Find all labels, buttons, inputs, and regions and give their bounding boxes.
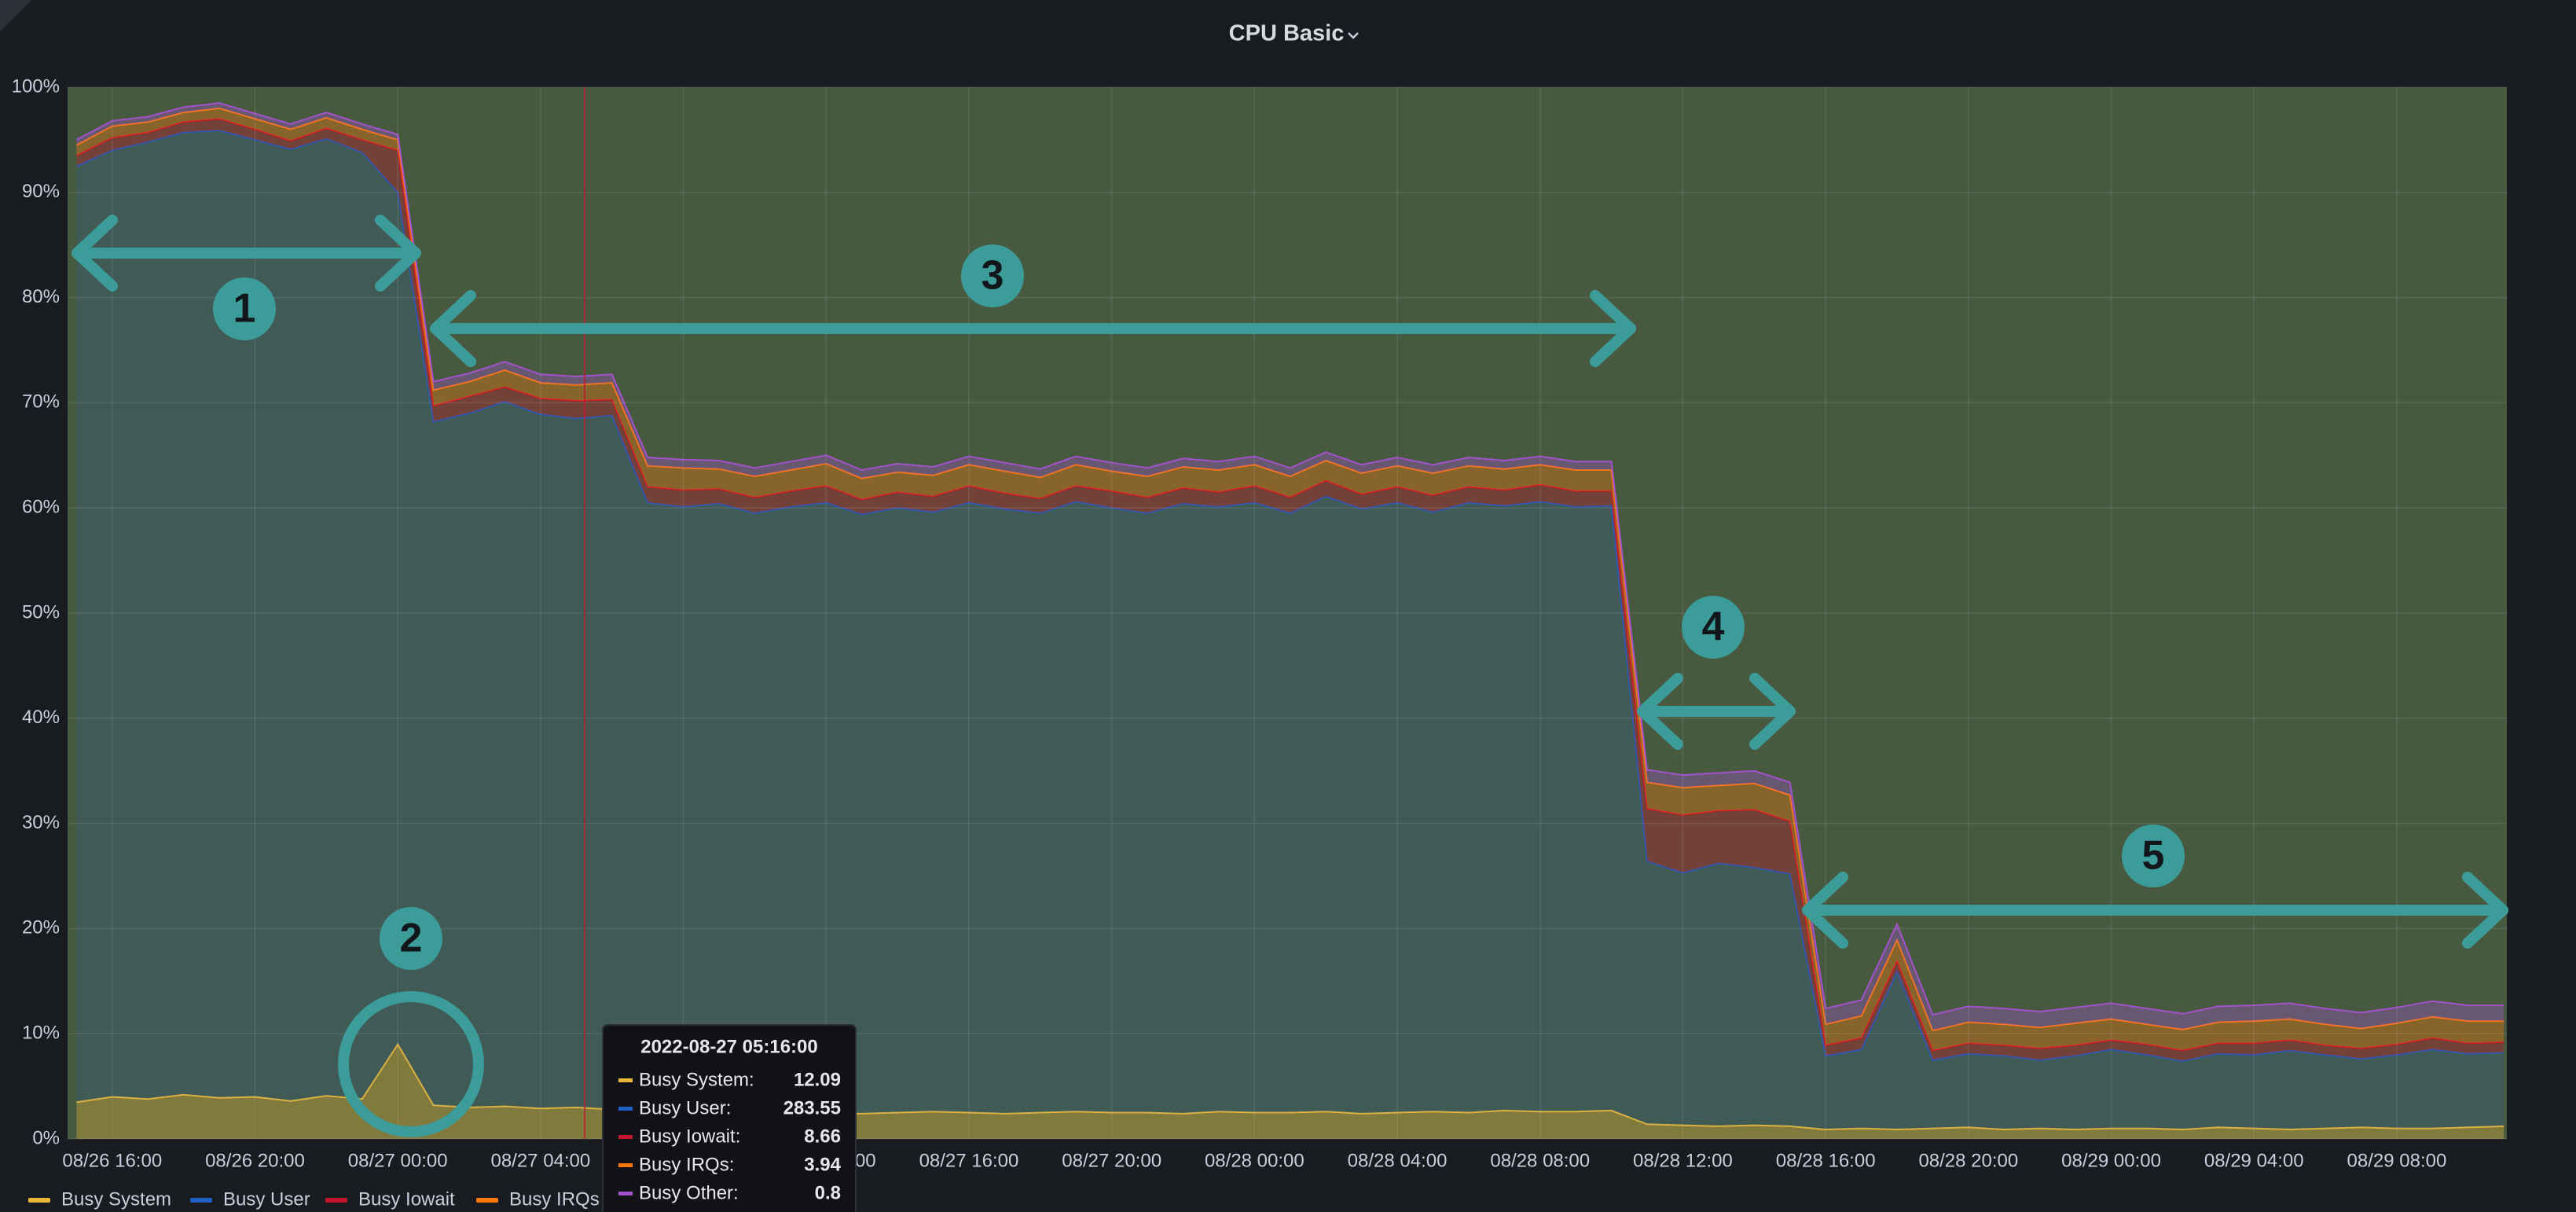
legend-label[interactable]: Busy IRQs xyxy=(509,1188,600,1210)
tooltip-row-value: 8.66 xyxy=(804,1126,841,1147)
y-tick-label: 90% xyxy=(22,181,60,202)
legend-swatch xyxy=(325,1198,347,1203)
annotation-label: 1 xyxy=(233,286,256,332)
y-tick-label: 30% xyxy=(22,812,60,833)
y-tick-label: 100% xyxy=(12,75,60,97)
annotation-label: 3 xyxy=(982,253,1004,299)
x-tick-label: 08/29 00:00 xyxy=(2061,1150,2161,1171)
tooltip-swatch xyxy=(618,1078,633,1082)
annotation-label: 4 xyxy=(1702,604,1725,650)
y-tick-label: 50% xyxy=(22,601,60,623)
tooltip-row-value: 12.09 xyxy=(794,1069,841,1090)
y-tick-label: 40% xyxy=(22,707,60,728)
legend-swatch xyxy=(190,1198,212,1203)
x-tick-label: 08/29 04:00 xyxy=(2204,1150,2304,1171)
tooltip-swatch xyxy=(618,1163,633,1167)
x-tick-label: 08/28 16:00 xyxy=(1776,1150,1876,1171)
x-tick-label: 08/28 04:00 xyxy=(1348,1150,1448,1171)
tooltip: 2022-08-27 05:16:00 Busy System: 12.09 Busy… xyxy=(603,1025,856,1212)
x-tick-label: 08/27 20:00 xyxy=(1062,1150,1161,1171)
y-tick-label: 60% xyxy=(22,497,60,518)
x-tick-label: 08/28 20:00 xyxy=(1918,1150,2018,1171)
legend-label[interactable]: Busy System xyxy=(61,1188,171,1210)
x-tick-label: 08/26 20:00 xyxy=(205,1150,305,1171)
tooltip-title: 2022-08-27 05:16:00 xyxy=(640,1036,818,1057)
tooltip-row-name: Busy Iowait: xyxy=(639,1126,740,1147)
annotation-label: 2 xyxy=(400,916,423,961)
x-tick-label: 08/28 12:00 xyxy=(1633,1150,1733,1171)
y-tick-label: 10% xyxy=(22,1023,60,1044)
panel-title[interactable]: CPU Basic xyxy=(1229,21,1345,46)
y-tick-label: 20% xyxy=(22,917,60,938)
legend-swatch xyxy=(28,1198,50,1203)
y-tick-label: 70% xyxy=(22,391,60,413)
annotation-label: 5 xyxy=(2142,833,2165,879)
y-tick-label: 80% xyxy=(22,286,60,307)
tooltip-row-name: Busy System: xyxy=(639,1069,754,1090)
x-tick-label: 08/27 04:00 xyxy=(490,1150,590,1171)
tooltip-row-value: 283.55 xyxy=(783,1097,841,1118)
x-tick-label: 08/28 08:00 xyxy=(1490,1150,1590,1171)
tooltip-row-name: Busy IRQs: xyxy=(639,1154,734,1175)
tooltip-row-value: 0.8 xyxy=(815,1182,841,1203)
x-tick-label: 08/29 08:00 xyxy=(2347,1150,2447,1171)
tooltip-row-value: 3.94 xyxy=(804,1154,841,1175)
legend-label[interactable]: Busy User xyxy=(223,1188,310,1210)
x-tick-label: 08/26 16:00 xyxy=(62,1150,162,1171)
legend-label[interactable]: Busy Iowait xyxy=(358,1188,455,1210)
y-tick-label: 0% xyxy=(32,1127,60,1148)
x-tick-label: 08/27 16:00 xyxy=(919,1150,1019,1171)
x-tick-label: 08/28 00:00 xyxy=(1205,1150,1305,1171)
tooltip-row-name: Busy User: xyxy=(639,1097,731,1118)
tooltip-swatch xyxy=(618,1135,633,1139)
tooltip-swatch xyxy=(618,1192,633,1195)
legend-swatch xyxy=(476,1198,498,1203)
tooltip-row-name: Busy Other: xyxy=(639,1182,739,1203)
x-tick-label: 08/27 00:00 xyxy=(348,1150,448,1171)
tooltip-swatch xyxy=(618,1107,633,1111)
